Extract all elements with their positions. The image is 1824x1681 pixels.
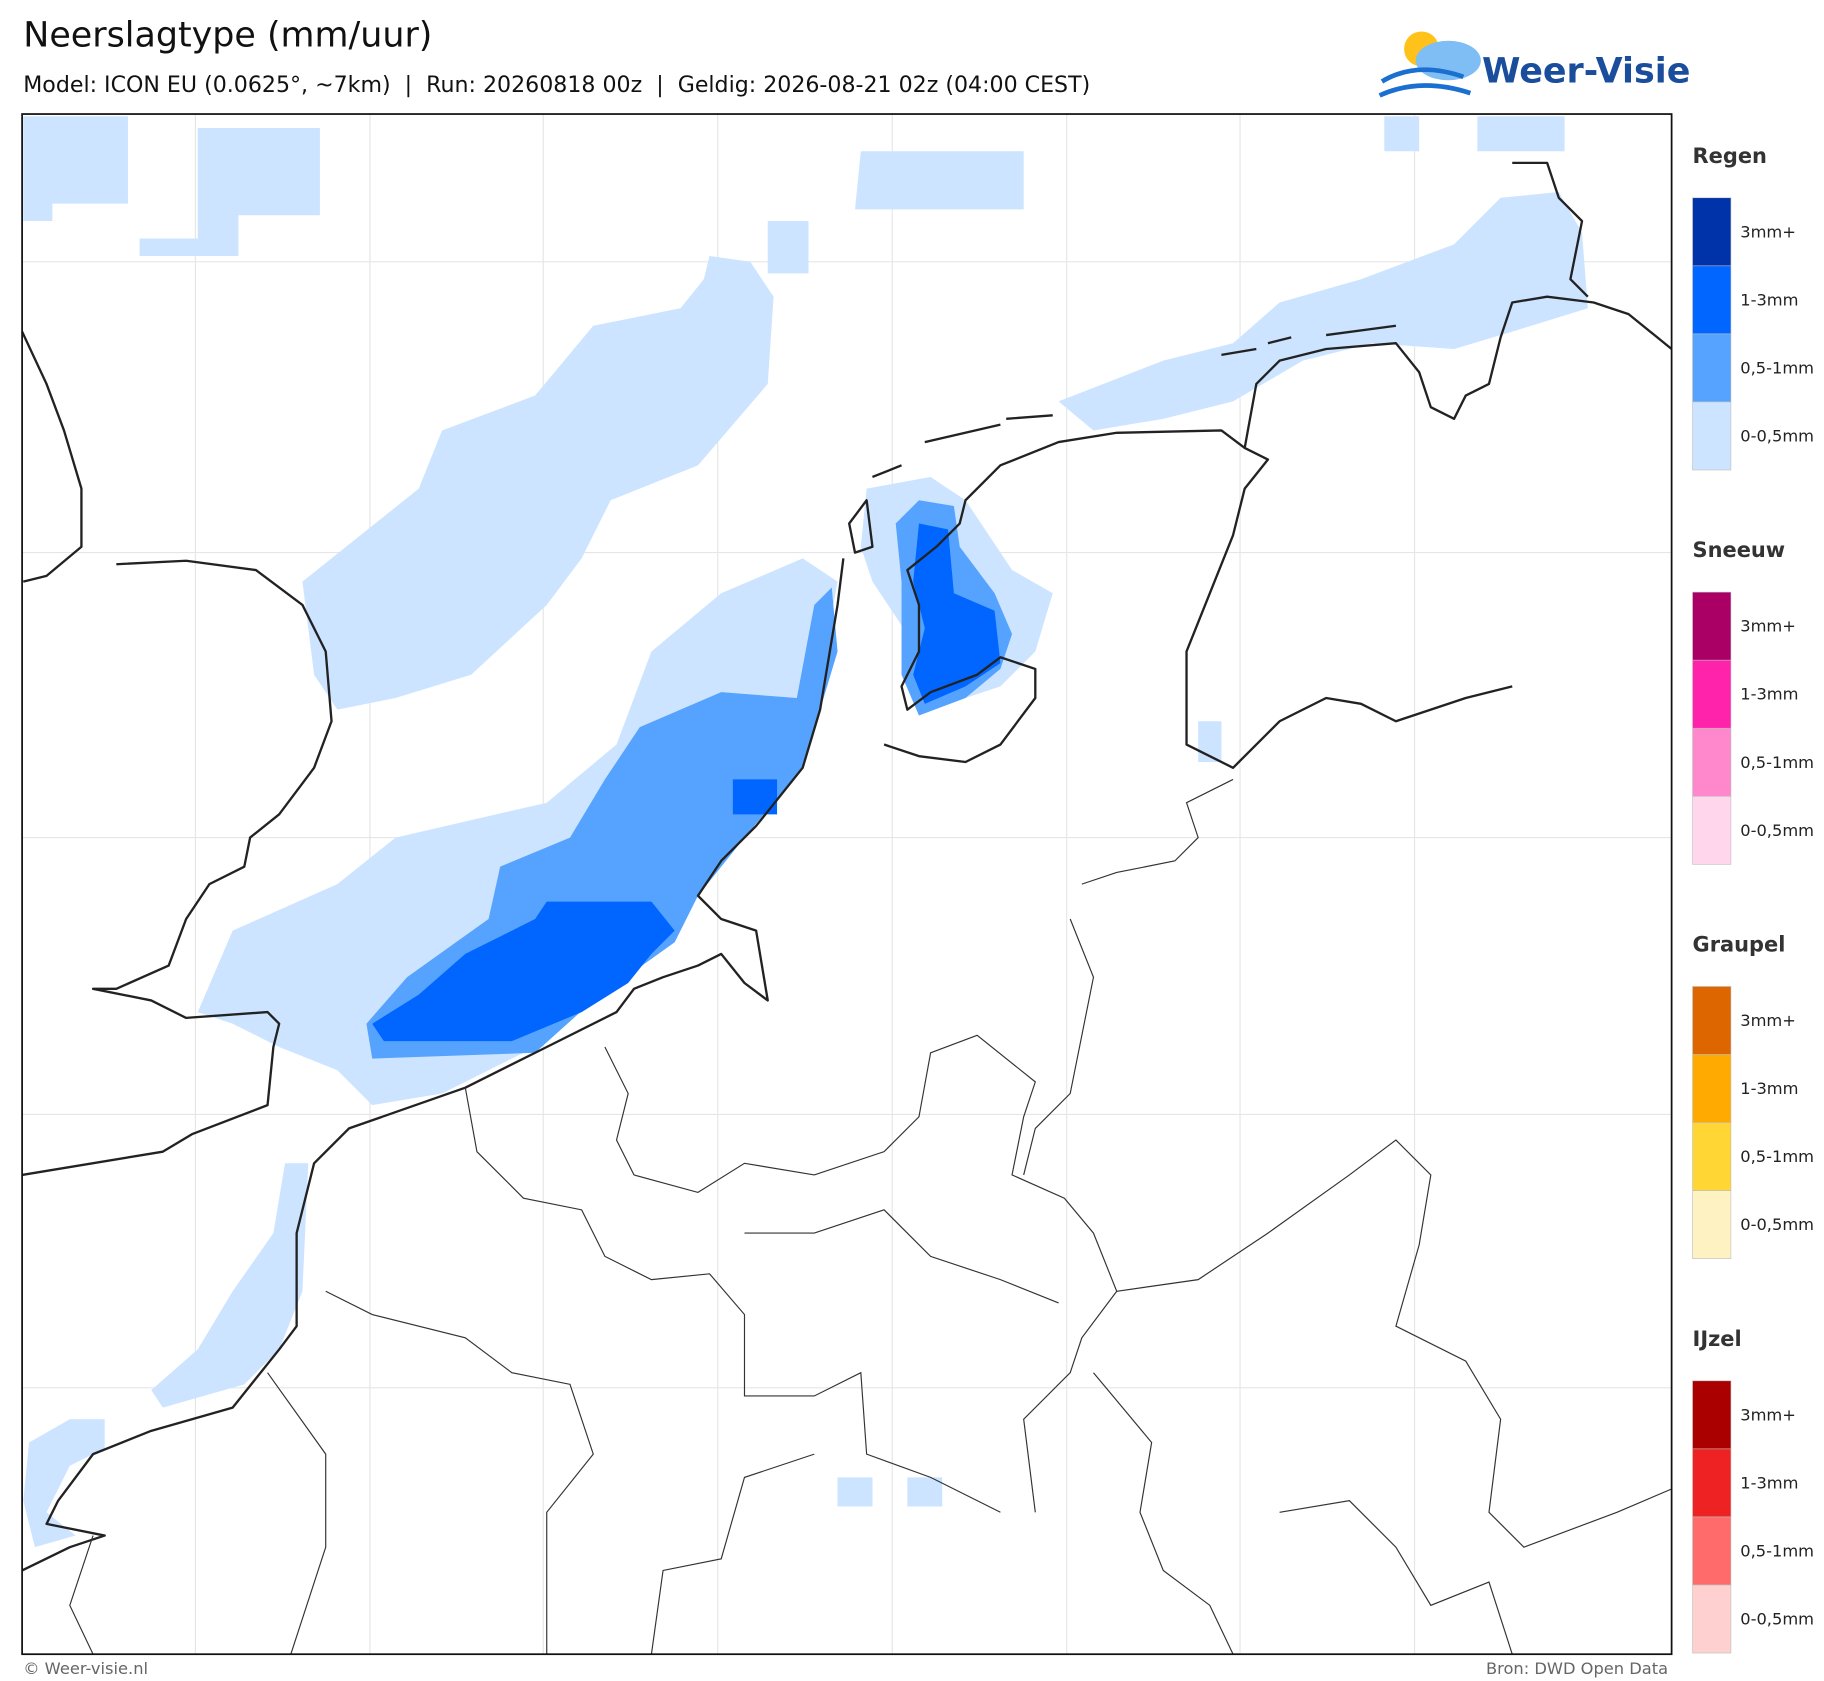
title: Neerslagtype (mm/uur) xyxy=(23,16,432,56)
legend-label: 1-3mm xyxy=(1740,290,1798,309)
legend-label: 3mm+ xyxy=(1740,1405,1796,1424)
legend-label: 0,5-1mm xyxy=(1740,1541,1814,1560)
legend-swatch xyxy=(1692,1190,1732,1259)
legend-title: Regen xyxy=(1693,144,1767,168)
legend-label: 0,5-1mm xyxy=(1740,753,1814,772)
legend-label: 1-3mm xyxy=(1740,1473,1798,1492)
logo: Weer-Visie xyxy=(1378,31,1690,98)
legend-label: 0-0,5mm xyxy=(1740,1215,1814,1234)
legend-swatch xyxy=(1692,796,1732,865)
legend-label: 0,5-1mm xyxy=(1740,358,1814,377)
legend-swatch xyxy=(1692,986,1732,1055)
legend-swatch xyxy=(1692,591,1732,661)
legend-swatch xyxy=(1692,1584,1732,1654)
legend-label: 1-3mm xyxy=(1740,685,1798,704)
footer-left: © Weer-visie.nl xyxy=(23,1659,148,1678)
legend-title: IJzel xyxy=(1693,1327,1742,1351)
legend-swatch xyxy=(1692,1054,1732,1123)
legend-label: 0-0,5mm xyxy=(1740,427,1814,446)
legend-title: Sneeuw xyxy=(1693,538,1786,562)
legend-swatch xyxy=(1692,1448,1732,1518)
legend-title: Graupel xyxy=(1693,933,1786,957)
legend-label: 3mm+ xyxy=(1740,222,1796,241)
legend-swatch xyxy=(1692,659,1732,729)
map xyxy=(21,113,1673,1656)
legend-label: 3mm+ xyxy=(1740,1011,1796,1030)
legend-swatch xyxy=(1692,197,1732,267)
legend-swatch xyxy=(1692,727,1732,797)
legend-label: 1-3mm xyxy=(1740,1079,1798,1098)
footer-right: Bron: DWD Open Data xyxy=(1486,1659,1668,1678)
legend-swatch xyxy=(1692,1516,1732,1586)
legend-swatch xyxy=(1692,401,1732,471)
legend-label: 0-0,5mm xyxy=(1740,821,1814,840)
legend-label: 0,5-1mm xyxy=(1740,1147,1814,1166)
legend-label: 0-0,5mm xyxy=(1740,1610,1814,1629)
legend-swatch xyxy=(1692,333,1732,403)
legend: Regen 3mm+ 1-3mm 0,5-1mm 0-0,5mm Sneeuw 3mm+ 1-… xyxy=(1692,144,1814,1654)
subtitle: Model: ICON EU (0.0625°, ~7km) | Run: 20… xyxy=(23,72,1090,98)
logo-text: Weer-Visie xyxy=(1482,52,1690,92)
legend-swatch xyxy=(1692,1380,1732,1450)
legend-label: 3mm+ xyxy=(1740,617,1796,636)
legend-swatch xyxy=(1692,265,1732,335)
legend-swatch xyxy=(1692,1122,1732,1191)
